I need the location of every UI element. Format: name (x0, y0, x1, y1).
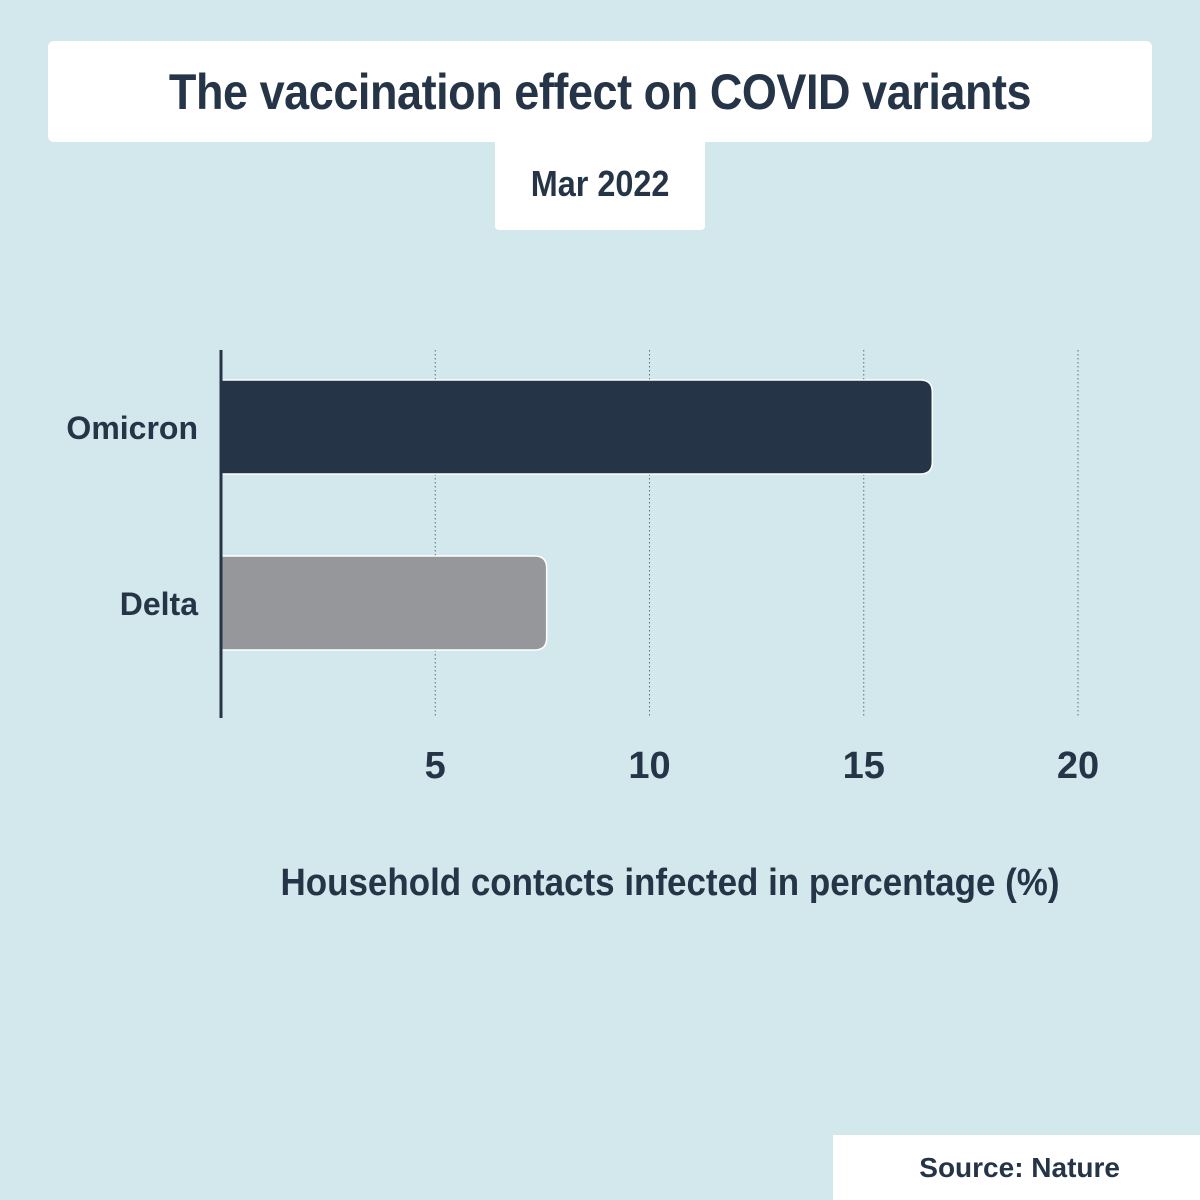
bar-omicron (220, 379, 934, 475)
bars (220, 379, 934, 651)
x-tick-label-5: 5 (425, 745, 446, 787)
source-label: Source: Nature (919, 1151, 1120, 1183)
chart-title: The vaccination effect on COVID variants (168, 63, 1032, 120)
source-box: Source: Nature (833, 1135, 1200, 1200)
subtitle-banner: Mar 2022 (495, 138, 705, 230)
category-label-omicron: Omicron (66, 410, 198, 446)
chart-subtitle: Mar 2022 (530, 163, 670, 204)
title-banner: The vaccination effect on COVID variants (48, 41, 1152, 142)
x-tick-label-15: 15 (843, 745, 885, 787)
bar-chart: Omicron Delta 5 10 15 20 (66, 350, 1099, 787)
bar-delta (220, 555, 548, 651)
category-label-delta: Delta (120, 586, 198, 622)
x-tick-labels: 5 10 15 20 (425, 745, 1099, 787)
x-tick-label-10: 10 (628, 745, 670, 787)
x-tick-label-20: 20 (1057, 745, 1099, 787)
category-labels: Omicron Delta (66, 410, 198, 622)
x-axis-label: Household contacts infected in percentag… (280, 862, 1060, 904)
